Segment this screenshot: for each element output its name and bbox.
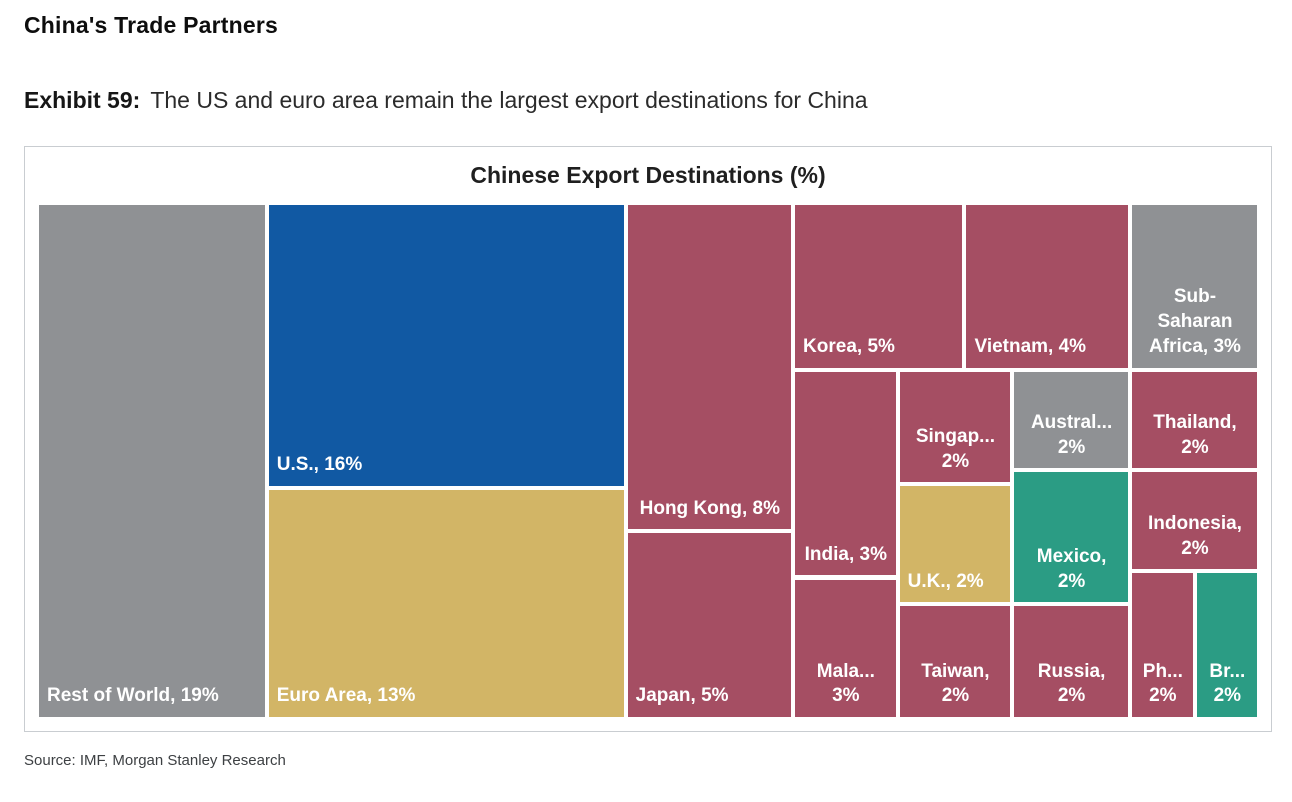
tile-label-us: U.S., 16%: [276, 454, 363, 476]
tile-label-india: India, 3%: [804, 543, 888, 565]
treemap-tile-australia: Austral... 2%: [1012, 369, 1130, 471]
tile-label-euro-area: Euro Area, 13%: [276, 685, 416, 707]
source-note: Source: IMF, Morgan Stanley Research: [24, 752, 286, 769]
treemap-tile-uk: U.K., 2%: [897, 484, 1013, 605]
chart-title: Chinese Export Destinations (%): [470, 162, 826, 188]
tile-label-singapore: Singap... 2%: [915, 426, 996, 472]
tile-label-russia: Russia, 2%: [1037, 660, 1106, 707]
tile-label-hong-kong: Hong Kong, 8%: [639, 497, 781, 519]
treemap-tile-vietnam: Vietnam, 4%: [964, 203, 1130, 370]
page-title: China's Trade Partners: [24, 12, 279, 38]
tile-label-sub-saharan-africa: Sub-Saharan Africa, 3%: [1149, 286, 1241, 357]
exhibit-caption: Exhibit 59: The US and euro area remain t…: [24, 87, 1272, 114]
treemap-tile-russia: Russia, 2%: [1012, 604, 1130, 719]
tile-label-mexico: Mexico, 2%: [1036, 546, 1107, 592]
treemap-tile-singapore: Singap... 2%: [897, 369, 1013, 485]
tile-label-thailand: Thailand, 2%: [1153, 412, 1237, 458]
tile-label-korea: Korea, 5%: [803, 335, 895, 357]
chart-card: Chinese Export Destinations (%) Rest of …: [24, 146, 1272, 732]
treemap-tile-thailand: Thailand, 2%: [1129, 369, 1259, 471]
treemap-tile-japan: Japan, 5%: [625, 531, 794, 719]
tile-label-japan: Japan, 5%: [635, 685, 729, 707]
treemap-tile-korea: Korea, 5%: [793, 203, 965, 370]
treemap-tile-taiwan: Taiwan, 2%: [897, 604, 1013, 719]
exhibit-number: Exhibit 59:: [24, 87, 141, 113]
treemap-tile-india: India, 3%: [793, 369, 898, 578]
report-page: China's Trade Partners Exhibit 59: The US…: [24, 12, 1272, 769]
treemap-tile-hong-kong: Hong Kong, 8%: [625, 203, 794, 532]
tile-label-taiwan: Taiwan, 2%: [921, 660, 990, 707]
treemap-tile-malaysia: Mala... 3%: [793, 577, 898, 719]
treemap-tile-brazil: Br... 2%: [1194, 571, 1259, 719]
treemap: Rest of World, 19% U.S., 16% Euro Area, 13…: [37, 203, 1259, 719]
treemap-tile-philippines: Ph... 2%: [1129, 571, 1195, 719]
tile-label-uk: U.K., 2%: [907, 570, 984, 592]
tile-label-malaysia: Mala... 3%: [816, 660, 875, 707]
treemap-tile-sub-saharan-africa: Sub-Saharan Africa, 3%: [1129, 203, 1259, 370]
exhibit-text: The US and euro area remain the largest …: [150, 87, 868, 113]
treemap-tile-us: U.S., 16%: [266, 203, 626, 488]
tile-label-indonesia: Indonesia, 2%: [1147, 513, 1242, 559]
tile-label-australia: Austral... 2%: [1030, 412, 1113, 458]
treemap-tile-euro-area: Euro Area, 13%: [266, 487, 626, 719]
tile-label-rest-of-world: Rest of World, 19%: [47, 685, 219, 707]
tile-label-philippines: Ph... 2%: [1142, 660, 1183, 707]
treemap-tile-indonesia: Indonesia, 2%: [1129, 470, 1259, 572]
treemap-tile-rest-of-world: Rest of World, 19%: [37, 203, 267, 719]
tile-label-vietnam: Vietnam, 4%: [974, 335, 1087, 357]
treemap-tile-mexico: Mexico, 2%: [1012, 470, 1130, 605]
tile-label-brazil: Br... 2%: [1209, 660, 1246, 707]
